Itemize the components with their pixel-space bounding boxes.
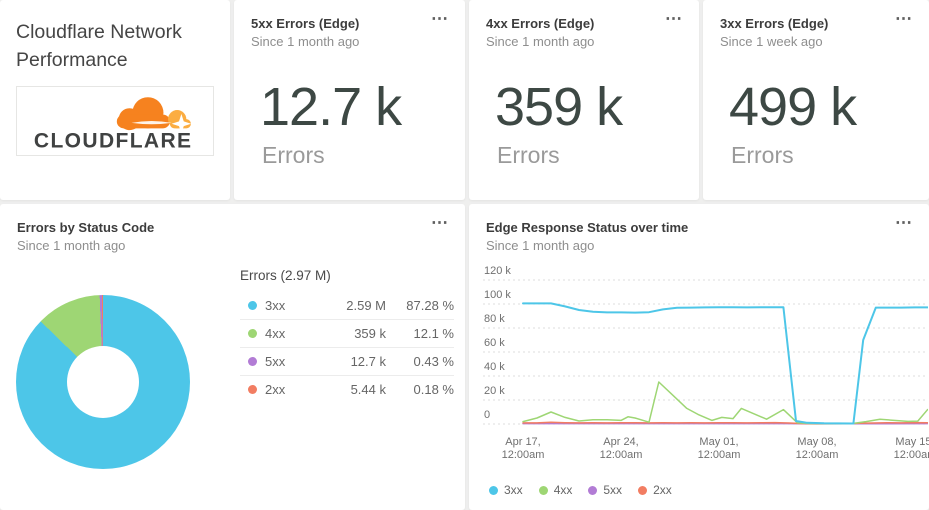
series-color-dot-icon xyxy=(248,300,257,310)
menu-ellipsis-icon[interactable]: ⋯ xyxy=(895,9,913,28)
svg-text:120 k: 120 k xyxy=(484,265,511,277)
donut-legend-title: Errors (2.97 M) xyxy=(240,268,331,283)
table-row[interactable]: 3xx 2.59 M 87.28 % xyxy=(240,291,454,319)
chart-timerange: Since 1 month ago xyxy=(17,238,126,253)
menu-ellipsis-icon[interactable]: ⋯ xyxy=(895,213,913,232)
legend-label: 5xx xyxy=(603,483,623,497)
legend-item[interactable]: 2xx xyxy=(638,483,672,497)
x-axis-tick-label: Apr 17, 12:00am xyxy=(501,436,545,461)
cloudflare-logo-box: CLOUDFLARE xyxy=(16,86,214,156)
stat-card-timerange: Since 1 month ago xyxy=(486,34,595,49)
table-row[interactable]: 5xx 12.7 k 0.43 % xyxy=(240,347,454,375)
series-color-dot-icon xyxy=(248,385,257,394)
cloudflare-logo-wordmark: CLOUDFLARE xyxy=(34,130,192,153)
series-value: 5.44 k xyxy=(350,382,386,397)
x-axis-labels: Apr 17, 12:00am Apr 24, 12:00am May 01, 12:00… xyxy=(469,436,929,466)
legend-item[interactable]: 4xx xyxy=(538,483,573,497)
donut-chart[interactable] xyxy=(16,295,190,469)
stat-card-timerange: Since 1 week ago xyxy=(720,34,823,49)
series-color-dot-icon xyxy=(538,485,548,495)
menu-ellipsis-icon[interactable]: ⋯ xyxy=(431,213,449,232)
x-axis-tick-label: May 01, 12:00am xyxy=(697,436,741,461)
svg-text:100 k: 100 k xyxy=(484,289,511,301)
stat-card-4xx: 4xx Errors (Edge) Since 1 month ago ⋯ 35… xyxy=(469,0,699,200)
series-percent: 12.1 % xyxy=(413,326,454,341)
series-value: 2.59 M xyxy=(346,297,386,313)
header-card: Cloudflare Network Performance CLOUDFLAR… xyxy=(0,0,230,200)
stat-card-5xx: 5xx Errors (Edge) Since 1 month ago ⋯ 12… xyxy=(234,0,465,200)
series-percent: 0.18 % xyxy=(413,382,454,397)
svg-text:60 k: 60 k xyxy=(484,337,505,349)
stat-unit-label: Errors xyxy=(262,142,325,168)
series-color-dot-icon xyxy=(489,485,498,495)
series-color-dot-icon xyxy=(248,329,257,338)
series-color-dot-icon xyxy=(248,357,257,366)
stat-card-3xx: 3xx Errors (Edge) Since 1 week ago ⋯ 499… xyxy=(703,0,929,200)
cloudflare-cloud-icon xyxy=(116,97,192,134)
legend-label: 2xx xyxy=(653,483,672,497)
x-axis-tick-label: Apr 24, 12:00am xyxy=(599,436,643,461)
donut-legend-table: Errors (2.97 M) 3xx 2.59 M 87.28 % 4xx 3… xyxy=(240,268,454,403)
x-axis-tick-label: May 08, 12:00am xyxy=(795,436,839,461)
chart-title: Errors by Status Code xyxy=(17,220,155,235)
stat-card-timerange: Since 1 month ago xyxy=(251,34,360,49)
stat-card-title: 3xx Errors (Edge) xyxy=(720,16,829,31)
legend-item[interactable]: 5xx xyxy=(588,483,622,497)
chart-title: Edge Response Status over time xyxy=(486,220,689,235)
menu-ellipsis-icon[interactable]: ⋯ xyxy=(431,9,449,28)
series-name: 3xx xyxy=(265,297,286,313)
legend-item[interactable]: 3xx xyxy=(489,483,523,497)
stat-card-title: 5xx Errors (Edge) xyxy=(251,16,360,31)
cloudflare-logo: CLOUDFLARE xyxy=(34,97,192,153)
edge-response-status-card: Edge Response Status over time Since 1 m… xyxy=(469,204,929,510)
series-color-dot-icon xyxy=(588,485,598,495)
series-name: 5xx xyxy=(265,354,286,369)
line-chart-svg: 0 20 k 40 k 60 k 80 k 100 k 120 k xyxy=(483,265,929,425)
series-name: 2xx xyxy=(265,382,286,397)
legend-label: 4xx xyxy=(553,483,573,497)
stat-value: 12.7 k xyxy=(260,77,402,137)
x-axis-tick-label: May 15,12:00am xyxy=(893,436,929,461)
menu-ellipsis-icon[interactable]: ⋯ xyxy=(665,9,683,28)
series-percent: 87.28 % xyxy=(406,297,454,313)
svg-text:0: 0 xyxy=(484,409,490,421)
stat-value: 359 k xyxy=(495,77,623,137)
chart-timerange: Since 1 month ago xyxy=(486,238,595,253)
series-color-dot-icon xyxy=(638,485,648,495)
svg-text:20 k: 20 k xyxy=(484,385,505,397)
svg-text:80 k: 80 k xyxy=(484,313,505,325)
series-name: 4xx xyxy=(265,326,286,341)
stat-card-title: 4xx Errors (Edge) xyxy=(486,16,595,31)
stat-unit-label: Errors xyxy=(731,142,794,168)
legend-label: 3xx xyxy=(504,483,523,497)
dashboard-title: Cloudflare Network Performance xyxy=(16,21,182,71)
line-chart-legend: 3xx 4xx 5xx 2xx xyxy=(489,483,672,497)
series-percent: 0.43 % xyxy=(413,354,454,369)
stat-unit-label: Errors xyxy=(497,142,560,168)
line-chart[interactable]: 0 20 k 40 k 60 k 80 k 100 k 120 k xyxy=(469,264,929,436)
table-row[interactable]: 2xx 5.44 k 0.18 % xyxy=(240,375,454,403)
svg-text:40 k: 40 k xyxy=(484,361,505,373)
series-value: 12.7 k xyxy=(350,354,386,369)
stat-value: 499 k xyxy=(729,77,857,137)
errors-by-status-code-card: Errors by Status Code Since 1 month ago … xyxy=(0,204,465,510)
series-value: 359 k xyxy=(354,326,386,341)
table-row[interactable]: 4xx 359 k 12.1 % xyxy=(240,319,454,347)
